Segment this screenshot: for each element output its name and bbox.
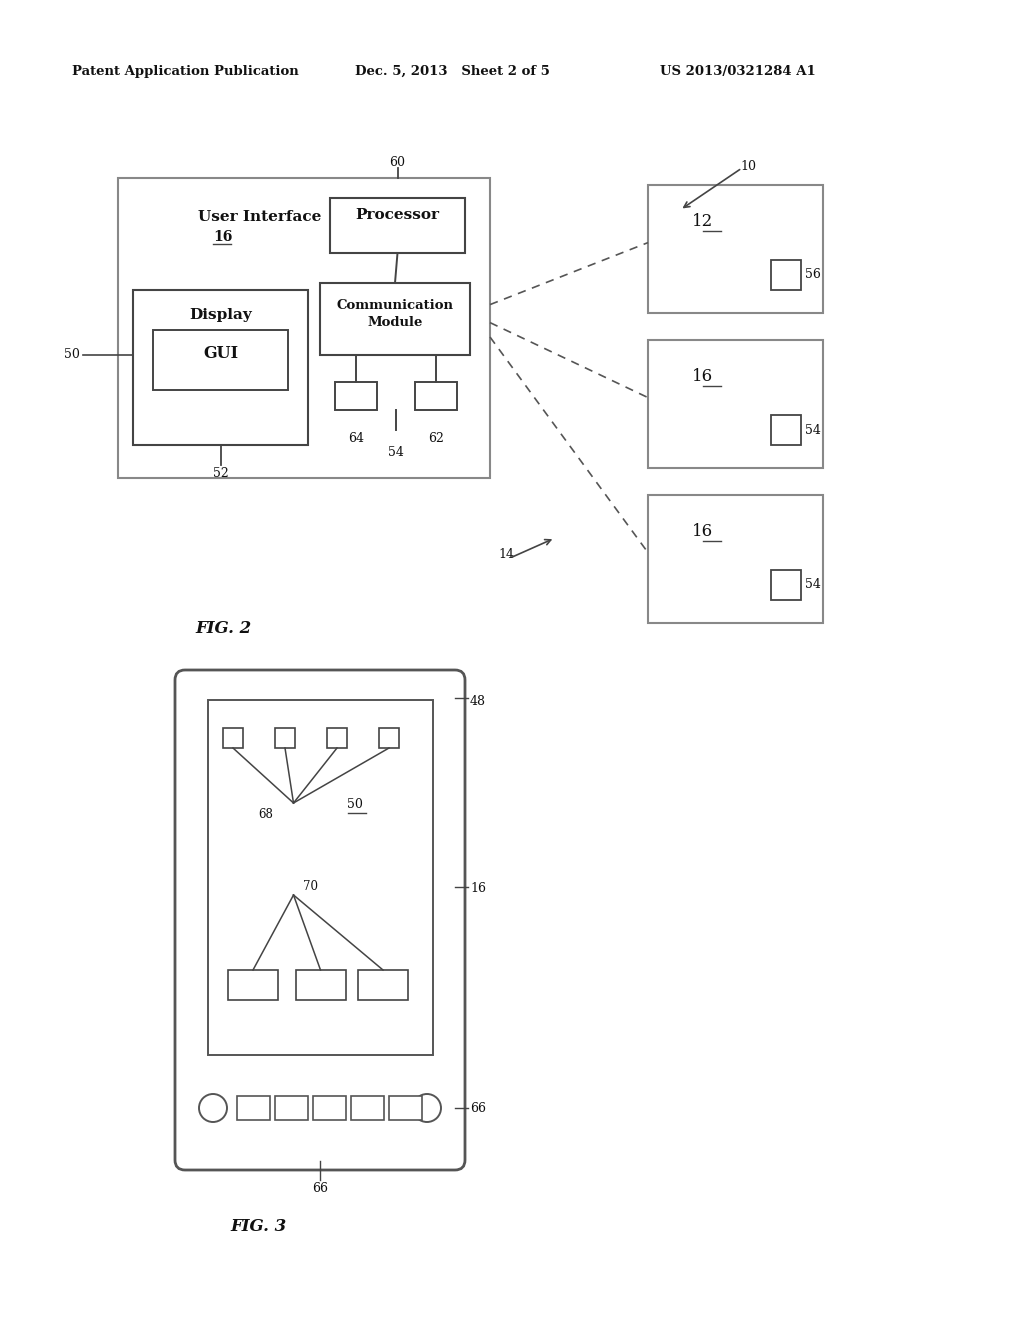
Text: 10: 10 <box>740 160 756 173</box>
Text: 16: 16 <box>213 230 232 244</box>
Bar <box>648 341 823 469</box>
Text: 16: 16 <box>692 523 714 540</box>
Bar <box>415 381 457 411</box>
Bar <box>223 729 243 748</box>
Text: Communication: Communication <box>337 300 454 312</box>
Text: 50: 50 <box>65 348 80 362</box>
FancyBboxPatch shape <box>175 671 465 1170</box>
Text: Module: Module <box>368 315 423 329</box>
Bar <box>771 570 801 601</box>
Text: 16: 16 <box>692 368 714 385</box>
Text: 50: 50 <box>347 799 364 810</box>
Text: 12: 12 <box>692 213 714 230</box>
Text: Display: Display <box>189 308 252 322</box>
Bar <box>351 1096 384 1119</box>
Text: 54: 54 <box>805 578 821 591</box>
Bar <box>648 495 823 623</box>
Text: 52: 52 <box>213 467 228 480</box>
Text: FIG. 2: FIG. 2 <box>195 620 251 638</box>
Bar <box>153 330 288 389</box>
Circle shape <box>413 1094 441 1122</box>
Text: 56: 56 <box>805 268 821 281</box>
Text: 66: 66 <box>312 1181 328 1195</box>
Bar <box>118 178 490 478</box>
Text: Processor: Processor <box>355 209 439 222</box>
Text: 14: 14 <box>498 548 514 561</box>
Bar <box>313 1096 346 1119</box>
Text: 62: 62 <box>428 432 444 445</box>
Bar <box>335 381 377 411</box>
Text: 54: 54 <box>805 424 821 437</box>
Text: 64: 64 <box>348 432 364 445</box>
Text: 68: 68 <box>258 808 273 821</box>
Bar <box>358 970 408 1001</box>
Text: 16: 16 <box>470 882 486 895</box>
Bar <box>275 1096 308 1119</box>
Text: FIG. 3: FIG. 3 <box>230 1218 287 1236</box>
Text: 70: 70 <box>303 880 318 894</box>
Text: 66: 66 <box>470 1101 486 1114</box>
Bar <box>237 1096 270 1119</box>
Bar <box>319 282 470 355</box>
Bar <box>228 970 278 1001</box>
Circle shape <box>199 1094 227 1122</box>
Text: Dec. 5, 2013   Sheet 2 of 5: Dec. 5, 2013 Sheet 2 of 5 <box>355 65 550 78</box>
Bar <box>379 729 399 748</box>
Bar <box>208 700 433 1055</box>
Text: GUI: GUI <box>203 345 238 362</box>
Text: US 2013/0321284 A1: US 2013/0321284 A1 <box>660 65 816 78</box>
Text: User Interface: User Interface <box>198 210 322 224</box>
Bar <box>771 260 801 290</box>
Bar <box>275 729 295 748</box>
Bar <box>389 1096 422 1119</box>
Text: 54: 54 <box>388 446 403 459</box>
Text: 60: 60 <box>389 156 406 169</box>
Text: 48: 48 <box>470 696 486 708</box>
Text: Patent Application Publication: Patent Application Publication <box>72 65 299 78</box>
Bar <box>771 414 801 445</box>
Bar <box>327 729 347 748</box>
Bar <box>133 290 308 445</box>
Bar <box>330 198 465 253</box>
Bar <box>648 185 823 313</box>
Bar <box>296 970 345 1001</box>
